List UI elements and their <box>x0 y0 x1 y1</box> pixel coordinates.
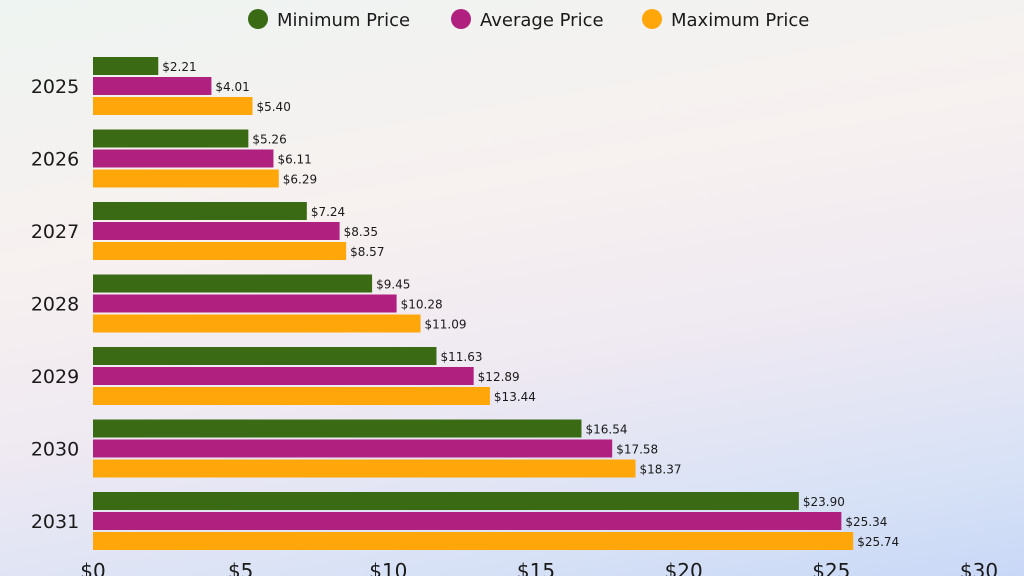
x-tick-label: $5 <box>228 559 253 576</box>
value-label-2027-1: $7.24 <box>311 205 345 219</box>
year-label-2031: 2031 <box>31 511 79 533</box>
legend-marker-1 <box>248 9 268 29</box>
value-label-2025-2: $4.01 <box>215 80 249 94</box>
bar-2030-1 <box>93 419 582 438</box>
bar-2031-1 <box>93 492 799 510</box>
x-tick-label: $30 <box>960 559 998 576</box>
bar-2026-2 <box>93 149 274 168</box>
x-tick-label: $25 <box>812 559 850 576</box>
value-label-2030-1: $16.54 <box>585 423 627 437</box>
value-label-2028-1: $9.45 <box>376 278 410 292</box>
bar-2029-3 <box>93 387 490 405</box>
x-tick-label: $20 <box>665 559 703 576</box>
year-label-2026: 2026 <box>31 149 79 171</box>
value-label-2030-2: $17.58 <box>616 443 658 457</box>
x-tick-label: $0 <box>80 559 105 576</box>
bar-2028-1 <box>93 274 373 293</box>
bar-2027-1 <box>93 202 307 220</box>
year-label-2028: 2028 <box>31 294 79 316</box>
value-label-2029-1: $11.63 <box>440 350 482 364</box>
value-label-2029-2: $12.89 <box>478 370 520 384</box>
legend-label-2: Average Price <box>480 10 604 31</box>
legend-label-1: Minimum Price <box>277 10 410 31</box>
bar-2027-3 <box>93 242 347 260</box>
bar-2025-2 <box>93 77 212 95</box>
value-label-2031-1: $23.90 <box>803 495 845 509</box>
legend-marker-3 <box>642 9 662 29</box>
legend-label-3: Maximum Price <box>671 10 809 31</box>
bar-2028-3 <box>93 314 421 333</box>
bar-2030-3 <box>93 459 636 478</box>
value-label-2026-3: $6.29 <box>283 173 317 187</box>
year-label-2030: 2030 <box>31 439 79 461</box>
value-label-2031-3: $25.74 <box>857 535 899 549</box>
bar-2031-2 <box>93 512 842 530</box>
value-label-2028-2: $10.28 <box>401 298 443 312</box>
value-label-2027-2: $8.35 <box>344 225 378 239</box>
x-tick-label: $10 <box>369 559 407 576</box>
x-tick-label: $15 <box>517 559 555 576</box>
value-label-2028-3: $11.09 <box>425 318 467 332</box>
year-label-2025: 2025 <box>31 76 79 98</box>
value-label-2029-3: $13.44 <box>494 390 536 404</box>
year-label-2029: 2029 <box>31 366 79 388</box>
value-label-2027-3: $8.57 <box>350 245 384 259</box>
value-label-2026-1: $5.26 <box>252 133 286 147</box>
bar-2028-2 <box>93 294 397 313</box>
bar-2025-1 <box>93 57 159 75</box>
value-label-2030-3: $18.37 <box>640 463 682 477</box>
bar-2029-1 <box>93 347 437 365</box>
value-label-2025-3: $5.40 <box>256 100 290 114</box>
legend-marker-2 <box>451 9 471 29</box>
bar-2026-1 <box>93 129 249 148</box>
value-label-2031-2: $25.34 <box>845 515 887 529</box>
value-label-2026-2: $6.11 <box>277 153 311 167</box>
bar-2029-2 <box>93 367 474 385</box>
bar-2030-2 <box>93 439 613 458</box>
bar-2026-3 <box>93 169 279 188</box>
year-label-2027: 2027 <box>31 221 79 243</box>
bar-2025-3 <box>93 97 253 115</box>
bar-2031-3 <box>93 532 854 550</box>
bar-2027-2 <box>93 222 340 240</box>
value-label-2025-1: $2.21 <box>162 60 196 74</box>
